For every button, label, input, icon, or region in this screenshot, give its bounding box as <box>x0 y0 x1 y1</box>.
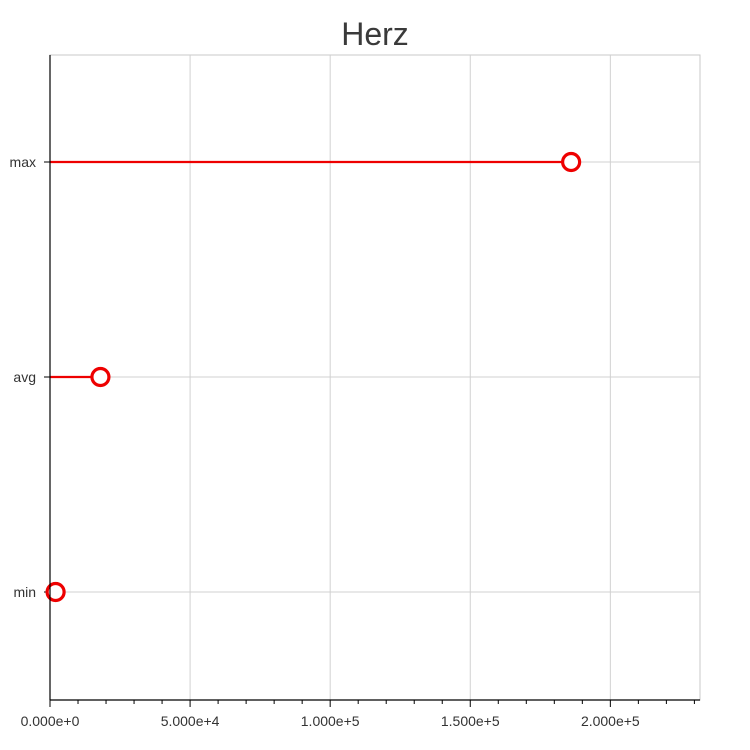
x-tick-label: 5.000e+4 <box>161 713 220 729</box>
x-tick-label: 1.000e+5 <box>301 713 360 729</box>
y-tick-label: min <box>13 584 36 600</box>
x-axis-ticks: 0.000e+0 5.000e+4 1.000e+5 1.500e+5 2.000e+5 <box>21 700 695 729</box>
y-tick-label: max <box>10 154 36 170</box>
y-axis-ticks: max avg min <box>10 154 50 600</box>
chart-title: Herz <box>341 16 409 52</box>
x-tick-label: 0.000e+0 <box>21 713 80 729</box>
x-tick-label: 1.500e+5 <box>441 713 500 729</box>
lollipop-point <box>90 366 111 388</box>
data-marks <box>45 151 582 603</box>
lollipop-point <box>561 151 582 173</box>
grid <box>49 55 700 700</box>
x-tick-label: 2.000e+5 <box>581 713 640 729</box>
lollipop-point <box>45 581 66 603</box>
y-tick-label: avg <box>13 369 36 385</box>
